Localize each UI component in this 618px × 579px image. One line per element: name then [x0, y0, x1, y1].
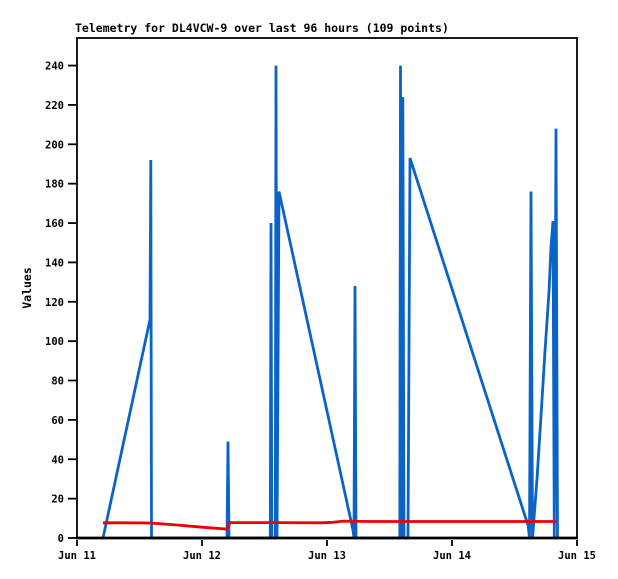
y-tick-label: 100 — [45, 336, 64, 348]
y-tick-label: 40 — [51, 454, 64, 466]
series-line-telemetry-channel-red — [103, 519, 556, 531]
chart-title: Telemetry for DL4VCW-9 over last 96 hour… — [75, 21, 449, 35]
y-tick-label: 0 — [58, 533, 64, 545]
y-tick-label: 200 — [45, 139, 64, 151]
y-tick-label: 20 — [51, 494, 64, 506]
y-tick-label: 240 — [45, 61, 64, 73]
y-tick-label: 60 — [51, 415, 64, 427]
y-tick-label: 160 — [45, 218, 64, 230]
y-tick-label: 120 — [45, 297, 64, 309]
y-tick-label: 80 — [51, 376, 64, 388]
x-tick-label: Jun 12 — [183, 550, 221, 562]
x-tick-label: Jun 13 — [308, 550, 346, 562]
x-tick-label: Jun 11 — [58, 550, 96, 562]
plot-area: 0 20 40 60 80 100 120 140 160 180 200 220 240 Jun 11 J… — [45, 37, 596, 562]
y-tick-label: 220 — [45, 100, 64, 112]
y-tick-label: 180 — [45, 179, 64, 191]
y-tick-label: 140 — [45, 257, 64, 269]
y-axis-title: Values — [20, 267, 34, 309]
x-tick-label: Jun 15 — [558, 550, 596, 562]
x-tick-label: Jun 14 — [433, 550, 471, 562]
